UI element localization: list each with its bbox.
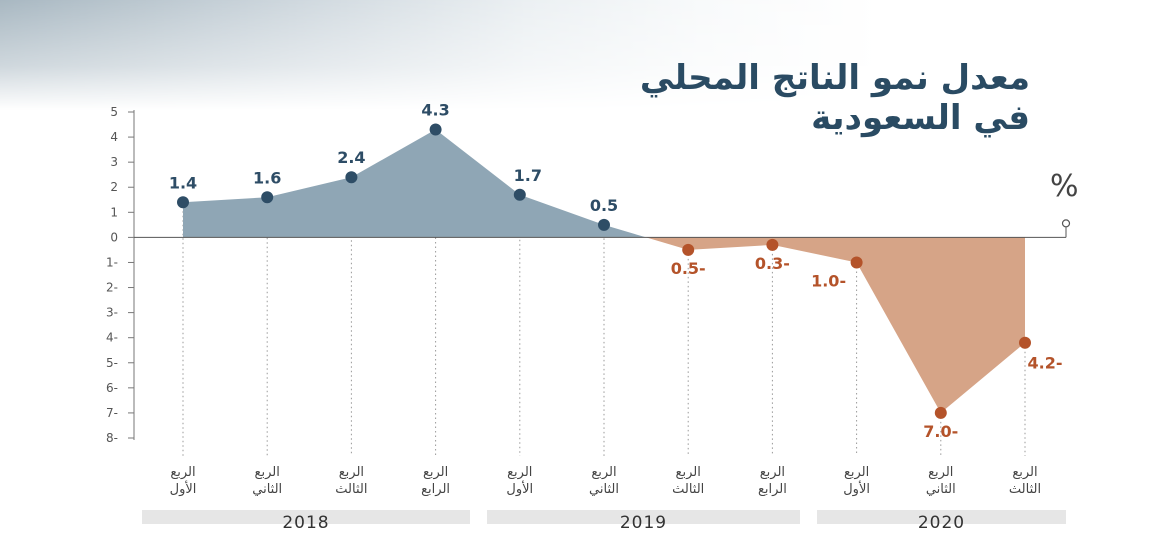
- quarter-label-top: الربع: [760, 465, 785, 480]
- quarter-label-top: الربع: [844, 465, 869, 480]
- data-label: 2.4: [337, 148, 365, 167]
- chart-title: معدل نمو الناتج المحلي في السعودية: [640, 58, 1030, 138]
- quarter-label-top: الربع: [591, 465, 616, 480]
- quarter-label-top: الربع: [507, 465, 532, 480]
- quarter-label-top: الربع: [676, 465, 701, 480]
- unit-label: %: [1050, 169, 1079, 204]
- quarter-label-top: الربع: [423, 465, 448, 480]
- y-tick-label: 8-: [106, 431, 118, 445]
- y-tick-label: 4: [110, 130, 118, 144]
- area-layer: [183, 129, 1025, 413]
- axis-layer: 5 4 3 2 1 0 1- 2- 3- 4- 5- 6- 7- 8-: [106, 105, 1071, 445]
- data-label: 0.3-: [755, 254, 790, 273]
- positive-growth-area: [183, 129, 647, 238]
- y-tick-label: 7-: [106, 406, 118, 420]
- y-tick-label: 3: [110, 155, 118, 169]
- quarter-label-top: الربع: [170, 465, 195, 480]
- quarter-label-top: الربع: [1012, 465, 1037, 480]
- y-tick-label: 0: [110, 230, 118, 244]
- y-tick-label: 3-: [106, 306, 118, 320]
- y-tick-label: 1: [110, 205, 118, 219]
- negative-growth-area: [646, 237, 1025, 413]
- y-tick-label: 2: [110, 180, 118, 194]
- chart-title-line-2: في السعودية: [811, 98, 1030, 138]
- y-tick-label: 6-: [106, 381, 118, 395]
- data-point-marker: [513, 188, 526, 201]
- data-label: 1.7: [514, 166, 542, 185]
- y-tick-label: 2-: [106, 281, 118, 295]
- data-point-marker: [682, 243, 695, 256]
- quarter-label-bottom: الثالث: [335, 482, 367, 497]
- y-tick-label: 4-: [106, 331, 118, 345]
- quarter-label-bottom: الثاني: [926, 482, 956, 497]
- quarter-label-bottom: الثاني: [252, 482, 282, 497]
- data-label: 4.3: [421, 101, 449, 120]
- y-tick-label: 5: [110, 105, 118, 119]
- y-tick-label: 5-: [106, 356, 118, 370]
- data-point-marker: [1019, 336, 1031, 349]
- y-tick-label: 1-: [106, 255, 118, 269]
- year-band: [487, 510, 800, 524]
- year-label: 2018: [282, 513, 329, 533]
- data-point-marker: [261, 191, 274, 204]
- year-band: [817, 510, 1066, 524]
- year-band: [142, 510, 470, 524]
- data-point-marker: [850, 256, 863, 269]
- data-label: 4.2-: [1028, 354, 1063, 373]
- quarter-label-bottom: الثاني: [589, 482, 619, 497]
- quarter-label-bottom: الأول: [843, 480, 870, 497]
- data-label: 7.0-: [923, 422, 958, 441]
- data-point-marker: [766, 238, 779, 251]
- marker-layer: [177, 123, 1031, 419]
- data-label: 0.5-: [671, 259, 706, 278]
- baseline-end-dot: [1061, 219, 1071, 228]
- data-label: 1.6: [253, 168, 281, 187]
- quarter-label-top: الربع: [339, 465, 364, 480]
- chart-title-line-1: معدل نمو الناتج المحلي: [639, 58, 1030, 98]
- quarter-label-bottom: الثالث: [1009, 482, 1041, 497]
- year-label: 2020: [918, 513, 965, 533]
- data-point-marker: [598, 218, 610, 231]
- label-layer: 1.4 1.6 2.4 4.3 1.7 0.5 0.5- 0.3- 1.0- 7.0- 4.2-: [169, 101, 1063, 441]
- year-label: 2019: [620, 513, 667, 533]
- x-axis-layer: الربعالأولالربعالثانيالربعالثالثالربعالر…: [142, 465, 1066, 533]
- data-label: 1.4: [169, 173, 197, 192]
- data-label: 0.5: [590, 196, 618, 215]
- quarter-label-top: الربع: [928, 465, 953, 480]
- data-point-marker: [177, 196, 189, 209]
- data-point-marker: [429, 123, 442, 136]
- header-banner-image: [0, 0, 1170, 110]
- data-label: 1.0-: [811, 271, 846, 290]
- quarter-label-bottom: الرابع: [758, 482, 787, 497]
- quarter-label-bottom: الأول: [506, 480, 533, 497]
- data-point-marker: [345, 171, 358, 184]
- quarter-label-bottom: الرابع: [421, 482, 450, 497]
- quarter-label-top: الربع: [255, 465, 280, 480]
- quarter-label-bottom: الأول: [170, 480, 197, 497]
- data-point-marker: [934, 406, 947, 419]
- quarter-label-bottom: الثالث: [672, 482, 704, 497]
